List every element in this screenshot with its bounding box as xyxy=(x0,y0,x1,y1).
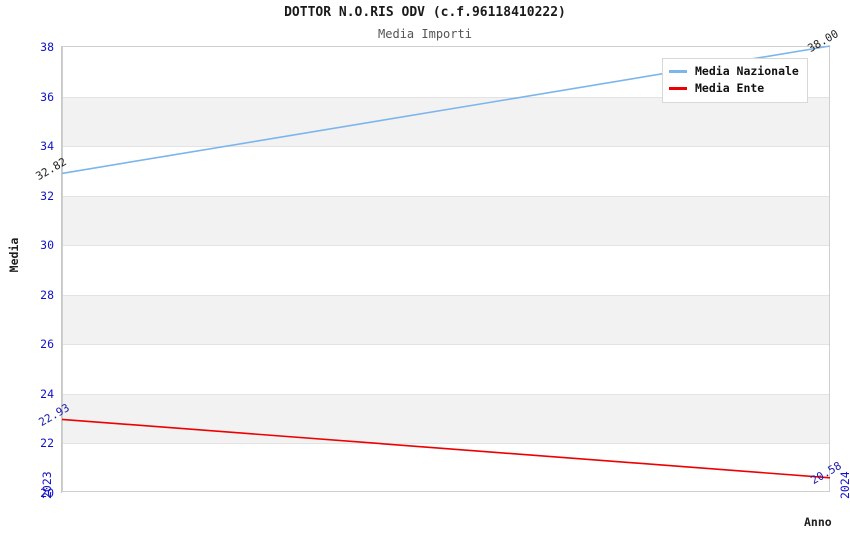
y-tick-label: 22 xyxy=(40,436,54,451)
background-band xyxy=(63,393,829,444)
y-tick-label: 26 xyxy=(40,337,54,352)
y-tick-label: 24 xyxy=(40,386,54,401)
y-axis-ticks: 38 36 34 32 30 28 26 24 22 20 xyxy=(0,0,54,550)
x-tick-label-2023: 2023 xyxy=(40,471,54,499)
gridline xyxy=(63,294,829,296)
legend-swatch-icon xyxy=(669,70,687,73)
background-band xyxy=(63,294,829,345)
gridline xyxy=(63,195,829,197)
y-tick-label: 32 xyxy=(40,188,54,203)
y-tick-label: 36 xyxy=(40,89,54,104)
y-tick-label: 28 xyxy=(40,287,54,302)
gridline xyxy=(63,443,829,445)
background-band xyxy=(63,195,829,246)
legend-label: Media Nazionale xyxy=(695,64,799,78)
plot-area xyxy=(62,46,830,492)
x-tick-label-2024: 2024 xyxy=(838,471,850,499)
background-band xyxy=(63,96,829,147)
y-axis-line xyxy=(61,46,62,493)
gridline xyxy=(63,393,829,395)
legend-label: Media Ente xyxy=(695,81,765,95)
legend-item-media-nazionale[interactable]: Media Nazionale xyxy=(669,63,799,80)
legend-swatch-icon xyxy=(669,87,687,90)
chart-subtitle: Media Importi xyxy=(378,27,472,41)
legend-item-media-ente[interactable]: Media Ente xyxy=(669,80,799,97)
y-tick-label: 20 xyxy=(40,486,54,500)
gridline xyxy=(63,344,829,346)
chart-title: DOTTOR N.O.RIS ODV (c.f.96118410222) xyxy=(284,5,566,20)
gridline xyxy=(63,245,829,247)
y-tick-label: 38 xyxy=(40,40,54,54)
x-axis-title: Anno xyxy=(804,515,832,529)
chart-legend[interactable]: Media Nazionale Media Ente xyxy=(662,58,808,103)
gridline xyxy=(63,146,829,148)
y-tick-label: 30 xyxy=(40,238,54,253)
y-axis-title: Media xyxy=(7,237,21,273)
y-tick-label: 34 xyxy=(40,139,54,154)
